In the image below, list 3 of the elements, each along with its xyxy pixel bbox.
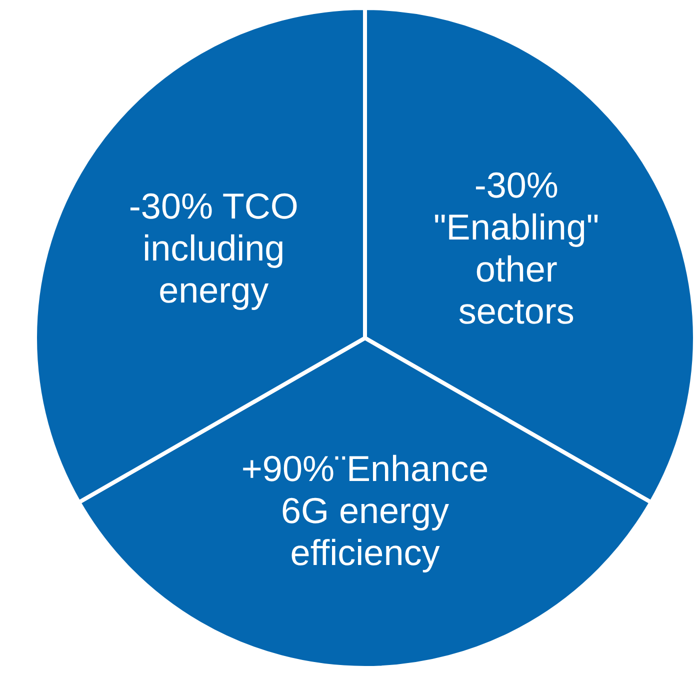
slice-label: -30% "Enabling" other sectors [434,164,600,332]
slice-label: +90%¨Enhance 6G energy efficiency [241,448,489,573]
slice-label: -30% TCO including energy [128,185,298,310]
